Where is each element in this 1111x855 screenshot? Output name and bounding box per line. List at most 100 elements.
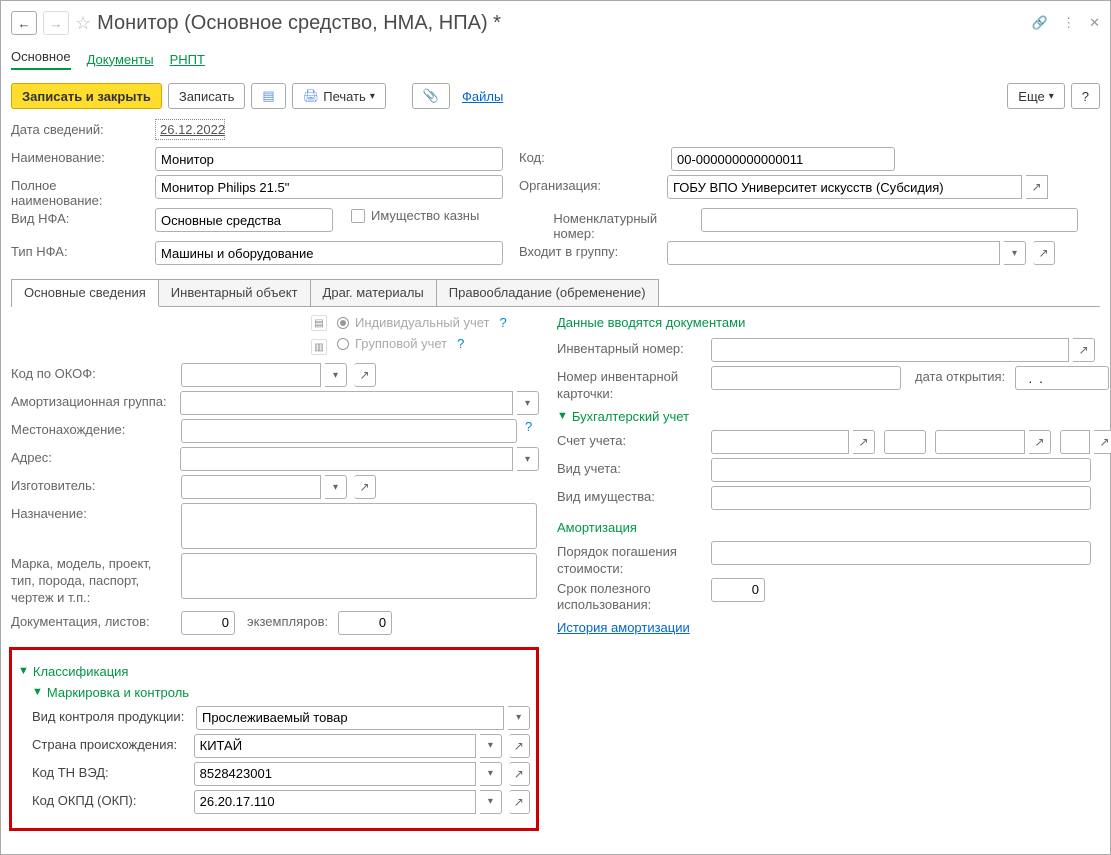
acctype-input[interactable]: [711, 458, 1091, 482]
repay-input[interactable]: [711, 541, 1091, 565]
help-button[interactable]: ?: [1071, 83, 1100, 109]
save-close-button[interactable]: Записать и закрыть: [11, 83, 162, 109]
okpd-dd[interactable]: ▾: [480, 790, 501, 814]
group-open-button[interactable]: ↗: [1033, 241, 1055, 265]
proptype-input[interactable]: [711, 486, 1091, 510]
loc-label: Местонахождение:: [11, 419, 177, 437]
purpose-textarea[interactable]: [181, 503, 537, 549]
name-input[interactable]: [155, 147, 503, 171]
controltype-dd[interactable]: ▾: [508, 706, 530, 730]
tnved-dd[interactable]: ▾: [480, 762, 501, 786]
classification-header[interactable]: ▼Классификация: [18, 664, 530, 679]
close-window-icon[interactable]: ✕: [1089, 15, 1100, 31]
okof-input[interactable]: [181, 363, 321, 387]
tab-main[interactable]: Основное: [11, 49, 71, 70]
okpd-input[interactable]: [194, 790, 477, 814]
opendate-input[interactable]: [1015, 366, 1109, 390]
date-value[interactable]: 26.12.2022: [155, 119, 225, 140]
kebab-icon[interactable]: ⋮: [1062, 15, 1075, 31]
more-button[interactable]: Еще▾: [1007, 83, 1064, 109]
group-input[interactable]: [667, 241, 1000, 265]
account-open[interactable]: ↗: [853, 430, 875, 454]
manuf-input[interactable]: [181, 475, 321, 499]
country-dd[interactable]: ▾: [480, 734, 501, 758]
okof-dd[interactable]: ▾: [325, 363, 347, 387]
opendate-label: дата открытия:: [915, 369, 1005, 384]
model-label: Марка, модель, проект, тип, порода, пасп…: [11, 553, 177, 607]
print-button[interactable]: 🖨Печать▾: [292, 83, 386, 109]
manuf-open[interactable]: ↗: [354, 475, 376, 499]
invcard-input[interactable]: [711, 366, 901, 390]
loc-input[interactable]: [181, 419, 517, 443]
model-textarea[interactable]: [181, 553, 537, 599]
group-radio[interactable]: [337, 338, 349, 350]
indiv-help-icon[interactable]: ?: [500, 315, 507, 330]
useful-input[interactable]: [711, 578, 765, 602]
amort-history-link[interactable]: История амортизации: [557, 620, 690, 635]
group-help-icon[interactable]: ?: [457, 336, 464, 351]
acc-aux3[interactable]: [1060, 430, 1090, 454]
docs-input[interactable]: [181, 611, 235, 635]
nfatype-label: Вид НФА:: [11, 208, 151, 226]
addr-dd[interactable]: ▾: [517, 447, 539, 471]
invnum-open[interactable]: ↗: [1073, 338, 1095, 362]
invnum-input[interactable]: [711, 338, 1069, 362]
account-label: Счет учета:: [557, 430, 707, 448]
window-title: Монитор (Основное средство, НМА, НПА) *: [97, 12, 1026, 35]
addr-input[interactable]: [180, 447, 513, 471]
repay-label: Порядок погашения стоимости:: [557, 541, 707, 578]
okpd-label: Код ОКПД (ОКП):: [32, 790, 190, 808]
favorite-icon[interactable]: ☆: [75, 13, 91, 34]
nav-back-button[interactable]: ←: [11, 11, 37, 35]
attach-button[interactable]: 📎: [412, 83, 450, 109]
code-input[interactable]: [671, 147, 895, 171]
okpd-open[interactable]: ↗: [509, 790, 530, 814]
nomen-input[interactable]: [701, 208, 1078, 232]
acc-aux2-open[interactable]: ↗: [1029, 430, 1051, 454]
org-input[interactable]: [667, 175, 1022, 199]
invnum-label: Инвентарный номер:: [557, 338, 707, 356]
acc-header[interactable]: ▼Бухгалтерский учет: [557, 409, 1111, 424]
okof-open[interactable]: ↗: [354, 363, 376, 387]
org-open-button[interactable]: ↗: [1026, 175, 1048, 199]
loc-help-icon[interactable]: ?: [525, 419, 532, 434]
acc-aux3-open[interactable]: ↗: [1094, 430, 1111, 454]
acc-aux1[interactable]: [884, 430, 926, 454]
report-button[interactable]: ▤: [251, 83, 285, 109]
subtab-main[interactable]: Основные сведения: [12, 280, 159, 307]
subtab-inv[interactable]: Инвентарный объект: [159, 280, 311, 306]
nfatype-input[interactable]: [155, 208, 333, 232]
amortgrp-label: Амортизационная группа:: [11, 391, 176, 409]
tnved-input[interactable]: [194, 762, 477, 786]
country-label: Страна происхождения:: [32, 734, 190, 752]
acc-aux2[interactable]: [935, 430, 1025, 454]
treasury-checkbox[interactable]: Имущество казны: [351, 208, 479, 223]
okof-label: Код по ОКОФ:: [11, 363, 177, 381]
fullname-input[interactable]: [155, 175, 503, 199]
marking-header[interactable]: ▼Маркировка и контроль: [32, 685, 530, 700]
country-open[interactable]: ↗: [509, 734, 530, 758]
group-dd-button[interactable]: ▾: [1004, 241, 1026, 265]
controltype-input[interactable]: [196, 706, 504, 730]
manuf-dd[interactable]: ▾: [325, 475, 347, 499]
link-icon[interactable]: 🔗: [1032, 15, 1048, 31]
fullname-label: Полное наименование:: [11, 175, 151, 208]
nfakind-label: Тип НФА:: [11, 241, 151, 259]
amortgrp-input[interactable]: [180, 391, 513, 415]
group-icon: ▥: [311, 339, 327, 355]
nav-fwd-button[interactable]: →: [43, 11, 69, 35]
amortgrp-dd[interactable]: ▾: [517, 391, 539, 415]
nfakind-input[interactable]: [155, 241, 503, 265]
save-button[interactable]: Записать: [168, 83, 246, 109]
account-input[interactable]: [711, 430, 849, 454]
tab-docs[interactable]: Документы: [87, 52, 154, 67]
country-input[interactable]: [194, 734, 477, 758]
subtab-prec[interactable]: Драг. материалы: [311, 280, 437, 306]
indiv-radio[interactable]: [337, 317, 349, 329]
tab-rnpt[interactable]: РНПТ: [170, 52, 205, 67]
copies-input[interactable]: [338, 611, 392, 635]
invcard-label: Номер инвентарной карточки:: [557, 366, 707, 403]
files-link[interactable]: Файлы: [462, 89, 503, 104]
subtab-rights[interactable]: Правообладание (обременение): [437, 280, 658, 306]
tnved-open[interactable]: ↗: [509, 762, 530, 786]
